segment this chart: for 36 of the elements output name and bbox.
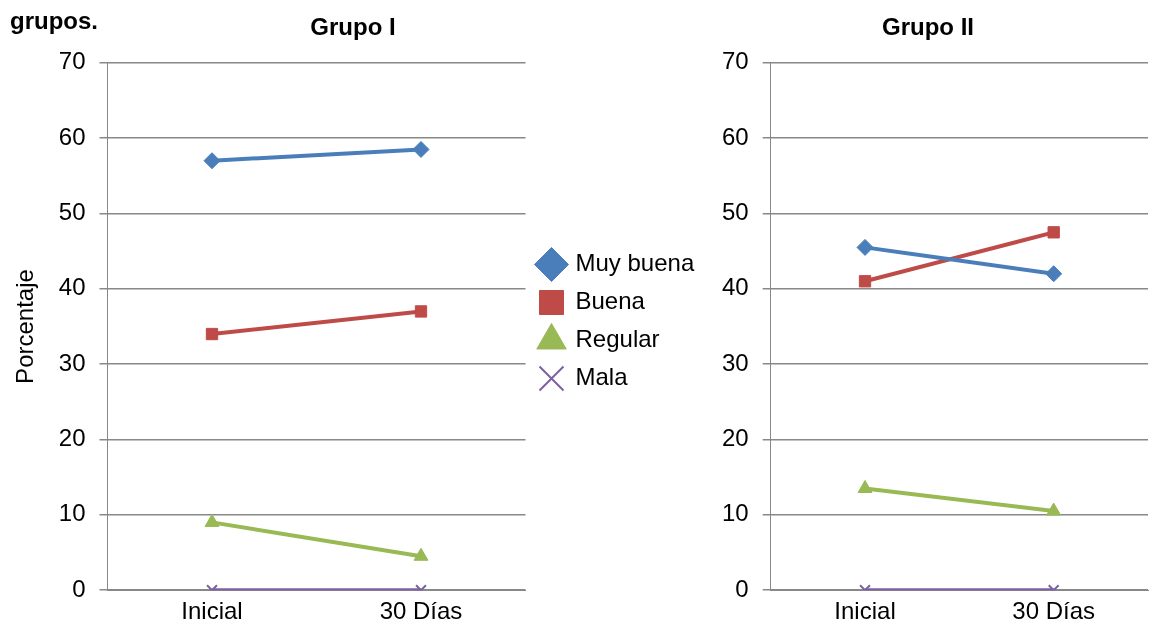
y-tick-label: 30 (58, 348, 86, 376)
y-tick-label: 20 (721, 424, 749, 452)
x-tick-label: Inicial (181, 597, 243, 625)
y-tick-label: 40 (721, 273, 749, 301)
y-axis-title: Porcentaje (11, 269, 39, 384)
y-tick-label: 50 (721, 198, 749, 226)
y-tick-label: 60 (58, 122, 86, 150)
point (205, 327, 219, 341)
point (203, 152, 221, 170)
x-tick-label: Inicial (834, 597, 896, 625)
x-tick-label: 30 Días (379, 597, 463, 625)
legend-label: Regular (575, 325, 660, 353)
chart-title: Grupo I (310, 13, 396, 41)
point (412, 140, 430, 158)
legend-label: Buena (575, 287, 646, 315)
y-tick-label: 10 (58, 499, 86, 527)
point (858, 275, 872, 288)
point (856, 238, 874, 256)
y-tick-label: 40 (58, 273, 86, 301)
legend-label: Mala (575, 363, 629, 391)
y-tick-label: 50 (58, 198, 86, 226)
text: grupos. (10, 6, 98, 34)
y-tick-label: 10 (721, 499, 749, 527)
point (1047, 226, 1060, 239)
y-tick-label: 20 (58, 424, 86, 452)
y-tick-label: 70 (58, 47, 86, 75)
y-tick-label: 0 (72, 574, 86, 602)
x-tick-label: 30 Días (1012, 597, 1096, 625)
chart-title: Grupo II (882, 13, 974, 41)
point (414, 305, 428, 318)
point (1045, 265, 1063, 283)
y-tick-label: 60 (721, 122, 749, 150)
y-tick-label: 70 (721, 47, 749, 75)
y-tick-label: 30 (721, 348, 749, 376)
y-tick-label: 0 (735, 574, 749, 602)
legend-label: Muy buena (575, 249, 695, 277)
